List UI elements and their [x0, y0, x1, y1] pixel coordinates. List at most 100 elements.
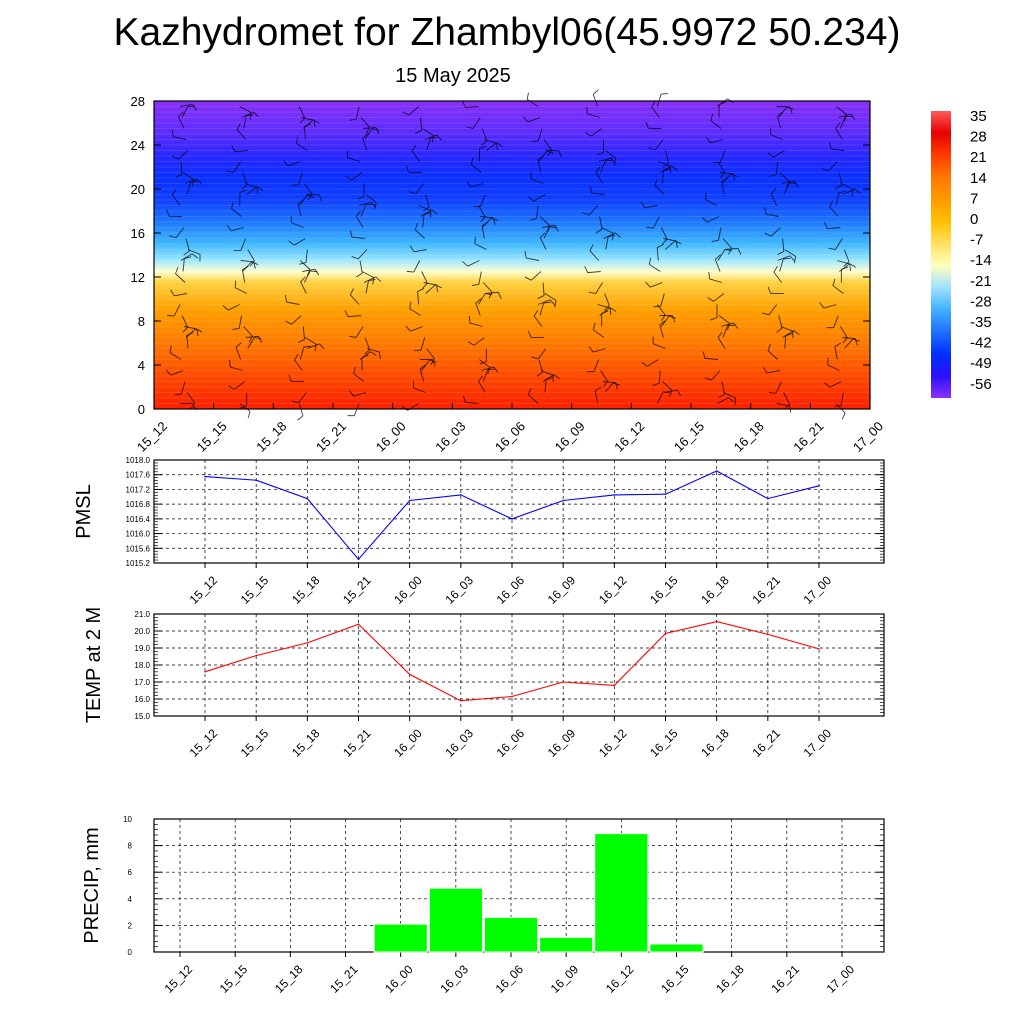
wind-barb-shaft — [364, 337, 371, 350]
wind-barb-shaft — [839, 263, 850, 272]
wind-barb-shaft — [653, 216, 660, 229]
wind-barb-flag — [491, 217, 498, 222]
wind-barb-shaft — [181, 315, 189, 328]
wind-barb-shaft — [353, 373, 365, 382]
wind-barb-shaft — [838, 172, 843, 186]
wind-barb-flag — [349, 230, 353, 238]
wind-barb-flag — [303, 345, 311, 348]
wind-barb-flag — [595, 228, 603, 234]
wind-barb-shaft — [286, 301, 300, 305]
wind-barb-flag — [711, 239, 719, 242]
wind-barb-flag — [704, 192, 707, 200]
temp-ytick-label: 15.0 — [134, 712, 150, 721]
precip-xtick-label: 15_12 — [162, 962, 196, 996]
wind-barb-shaft — [835, 192, 840, 206]
temp-panel: 15.0 16.0 17.0 18.0 19.0 20.0 21.0 15_12 15_15 15… — [83, 607, 885, 760]
wind-barb-flag — [488, 291, 493, 299]
wind-barb-shaft — [600, 370, 608, 382]
wind-barb-shaft — [721, 381, 725, 395]
precip-ytick-label: 2 — [128, 921, 133, 930]
wind-barb-flag — [430, 358, 435, 366]
wind-barb-shaft — [779, 172, 790, 182]
wind-barb-flag — [283, 160, 289, 167]
wind-barb-shaft — [182, 172, 195, 180]
wind-barb-flag — [842, 337, 848, 344]
wind-barb-flag — [364, 349, 370, 355]
wind-barbs — [165, 89, 861, 421]
wind-barb-flag — [710, 317, 718, 321]
wind-barb-shaft — [526, 257, 540, 261]
wind-barb-shaft — [597, 304, 611, 309]
precip-panel: 0 2 4 6 8 10 15_12 15_15 15_18 15_21 16_00 16_03 16_… — [81, 815, 885, 996]
wind-barb-shaft — [599, 216, 603, 230]
wind-barb-shaft — [481, 225, 485, 239]
wind-barb-shaft — [590, 128, 602, 137]
temp-data-point — [255, 654, 257, 657]
wind-barb-flag — [372, 277, 375, 285]
wind-barb-shaft — [474, 243, 487, 250]
temp-xtick-label: 16_15 — [647, 726, 681, 760]
wind-barb-shaft — [240, 260, 254, 263]
wind-barb-flag — [549, 299, 556, 306]
wind-barb-shaft — [594, 390, 599, 404]
temp-data-point — [460, 699, 462, 702]
wind-barb-shaft — [293, 238, 306, 246]
precip-xtick-label: 15_18 — [272, 962, 306, 996]
precip-ytick-label: 10 — [123, 815, 132, 824]
wind-barb-shaft — [651, 106, 660, 118]
wind-barb-shaft — [180, 381, 186, 395]
wind-barb-flag — [539, 232, 546, 239]
wind-barb-flag — [793, 330, 800, 336]
wind-barb-flag — [603, 305, 610, 311]
wind-barb-flag — [297, 339, 305, 343]
wind-barb-shaft — [842, 337, 856, 340]
wind-barb-shaft — [301, 117, 315, 121]
wind-barb-shaft — [234, 287, 247, 294]
wind-barb-shaft — [588, 205, 598, 216]
wind-barb-flag — [648, 147, 656, 151]
wind-barb-shaft — [410, 326, 423, 332]
colorbar-label: 7 — [970, 190, 978, 207]
wind-barb-flag — [171, 188, 177, 196]
wind-barb-flag — [854, 188, 861, 194]
wind-barb-shaft — [778, 106, 788, 118]
temp-xtick-label: 15_18 — [289, 726, 323, 760]
wind-barb-flag — [554, 225, 559, 232]
wind-barb-shaft — [656, 247, 659, 261]
wind-barb-flag — [406, 270, 414, 273]
temp-xtick-label: 17_00 — [801, 726, 835, 760]
wind-barb-shaft — [413, 387, 426, 393]
wind-barb-flag — [307, 193, 313, 201]
wind-barb-shaft — [298, 106, 306, 119]
wind-barb-shaft — [837, 260, 850, 265]
wind-barb-shaft — [765, 213, 779, 217]
wind-barb-shaft — [536, 205, 539, 219]
wind-barb-shaft — [722, 238, 733, 249]
wind-barb-shaft — [347, 157, 361, 162]
wind-barb-shaft — [593, 359, 600, 372]
pmsl-xtick-label: 16_15 — [647, 573, 681, 607]
wind-barb-flag — [773, 265, 778, 273]
precip-ylabel: PRECIP, mm — [81, 827, 103, 943]
temp-data-point — [511, 695, 513, 698]
wind-barb-shaft — [843, 338, 854, 349]
precip-xtick-label: 16_18 — [713, 962, 747, 996]
wind-barb-flag — [467, 341, 475, 346]
wind-barb-shaft — [478, 271, 482, 285]
pmsl-ytick-label: 1016.8 — [126, 500, 151, 509]
wind-barb-shaft — [467, 260, 480, 267]
wind-barb-shaft — [178, 116, 185, 129]
wind-barb-shaft — [239, 106, 252, 114]
chart-title: Kazhydromet for Zhambyl06(45.9972 50.234… — [113, 11, 901, 54]
wind-barb-shaft — [782, 238, 785, 252]
wind-barb-flag — [291, 400, 299, 404]
wind-barb-shaft — [349, 294, 360, 305]
wind-barb-shaft — [179, 104, 193, 107]
wind-barb-shaft — [187, 249, 201, 255]
wind-barb-shaft — [839, 116, 846, 129]
wind-barb-shaft — [654, 185, 665, 195]
wind-barb-flag — [249, 112, 252, 120]
wind-barb-shaft — [654, 139, 664, 151]
wind-barb-shaft — [236, 129, 247, 140]
wind-barb-shaft — [836, 106, 847, 115]
